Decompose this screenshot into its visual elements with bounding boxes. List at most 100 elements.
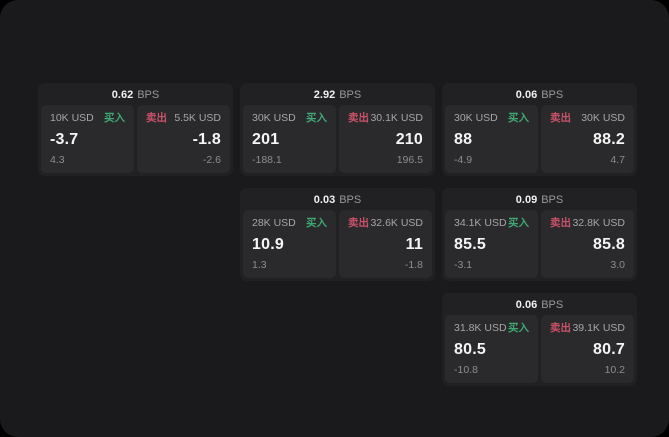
- buy-delta: -10.8: [454, 364, 478, 376]
- buy-amount: 30K USD: [454, 112, 498, 124]
- card-header: 0.03 BPS: [243, 191, 432, 210]
- buy-tile[interactable]: 28K USD 买入 10.9 1.3: [243, 210, 336, 278]
- buy-tile-top-row: 34.1K USD 买入: [454, 217, 529, 230]
- sell-price: 80.7: [593, 341, 625, 358]
- card-header: 2.92 BPS: [243, 86, 432, 105]
- buy-delta: 4.3: [50, 154, 65, 166]
- buy-side-label: 买入: [508, 112, 529, 124]
- sell-tile-top-row: 卖出 30K USD: [550, 112, 625, 125]
- spread-value: 0.06: [515, 89, 538, 101]
- sell-price: 88.2: [593, 131, 625, 148]
- card-header: 0.06 BPS: [445, 86, 634, 105]
- buy-delta: -3.1: [454, 259, 473, 271]
- buy-delta: 1.3: [252, 259, 267, 271]
- buy-amount: 10K USD: [50, 112, 94, 124]
- buy-price: 201: [252, 131, 280, 148]
- sell-tile[interactable]: 卖出 30K USD 88.2 4.7: [541, 105, 634, 173]
- price-card: 0.06 BPS 30K USD 买入 88 -4.9 卖出 30K USD: [442, 83, 637, 176]
- buy-tile[interactable]: 31.8K USD 买入 80.5 -10.8: [445, 315, 538, 383]
- sell-delta: 3.0: [610, 259, 625, 271]
- spread-value: 2.92: [313, 89, 336, 101]
- panels: 30K USD 买入 88 -4.9 卖出 30K USD 88.2 4.7: [445, 105, 634, 173]
- buy-price: 10.9: [252, 236, 284, 253]
- sell-price: -1.8: [192, 131, 221, 148]
- sell-tile-top-row: 卖出 39.1K USD: [550, 322, 625, 335]
- spread-unit: BPS: [541, 299, 564, 311]
- buy-price: 88: [454, 131, 473, 148]
- buy-delta: -4.9: [454, 154, 473, 166]
- sell-tile[interactable]: 卖出 32.6K USD 11 -1.8: [339, 210, 432, 278]
- sell-amount: 30.1K USD: [370, 112, 423, 124]
- sell-tile-top-row: 卖出 30.1K USD: [348, 112, 423, 125]
- sell-amount: 39.1K USD: [572, 322, 625, 334]
- buy-tile[interactable]: 30K USD 买入 88 -4.9: [445, 105, 538, 173]
- buy-amount: 28K USD: [252, 217, 296, 229]
- sell-delta: 4.7: [610, 154, 625, 166]
- spread-value: 0.03: [313, 194, 336, 206]
- panels: 31.8K USD 买入 80.5 -10.8 卖出 39.1K USD 80.…: [445, 315, 634, 383]
- buy-tile-top-row: 10K USD 买入: [50, 112, 125, 125]
- panels: 34.1K USD 买入 85.5 -3.1 卖出 32.8K USD 85.8…: [445, 210, 634, 278]
- sell-tile[interactable]: 卖出 32.8K USD 85.8 3.0: [541, 210, 634, 278]
- sell-side-label: 卖出: [348, 112, 369, 124]
- spread-unit: BPS: [541, 89, 564, 101]
- buy-tile[interactable]: 30K USD 买入 201 -188.1: [243, 105, 336, 173]
- card-header: 0.62 BPS: [41, 86, 230, 105]
- panels: 30K USD 买入 201 -188.1 卖出 30.1K USD 210 1…: [243, 105, 432, 173]
- sell-delta: 196.5: [396, 154, 423, 166]
- buy-tile[interactable]: 34.1K USD 买入 85.5 -3.1: [445, 210, 538, 278]
- card-header: 0.06 BPS: [445, 296, 634, 315]
- buy-amount: 31.8K USD: [454, 322, 507, 334]
- spread-unit: BPS: [339, 194, 362, 206]
- panels: 10K USD 买入 -3.7 4.3 卖出 5.5K USD -1.8 -2.…: [41, 105, 230, 173]
- sell-delta: -1.8: [404, 259, 423, 271]
- price-card: 2.92 BPS 30K USD 买入 201 -188.1 卖出 30.1K …: [240, 83, 435, 176]
- sell-amount: 32.8K USD: [572, 217, 625, 229]
- buy-price: 80.5: [454, 341, 486, 358]
- spread-unit: BPS: [541, 194, 564, 206]
- buy-side-label: 买入: [508, 217, 529, 229]
- spread-unit: BPS: [137, 89, 160, 101]
- sell-side-label: 卖出: [550, 322, 571, 334]
- sell-side-label: 卖出: [550, 112, 571, 124]
- sell-price: 210: [395, 131, 423, 148]
- sell-tile[interactable]: 卖出 5.5K USD -1.8 -2.6: [137, 105, 230, 173]
- spread-value: 0.62: [111, 89, 134, 101]
- sell-tile[interactable]: 卖出 30.1K USD 210 196.5: [339, 105, 432, 173]
- sell-side-label: 卖出: [348, 217, 369, 229]
- sell-tile[interactable]: 卖出 39.1K USD 80.7 10.2: [541, 315, 634, 383]
- sell-price: 11: [405, 236, 423, 253]
- sell-amount: 32.6K USD: [370, 217, 423, 229]
- price-card: 0.06 BPS 31.8K USD 买入 80.5 -10.8 卖出 39.1…: [442, 293, 637, 386]
- spread-value: 0.09: [515, 194, 538, 206]
- buy-tile-top-row: 28K USD 买入: [252, 217, 327, 230]
- buy-side-label: 买入: [306, 217, 327, 229]
- sell-delta: -2.6: [202, 154, 221, 166]
- spread-value: 0.06: [515, 299, 538, 311]
- sell-delta: 10.2: [604, 364, 625, 376]
- buy-side-label: 买入: [104, 112, 125, 124]
- sell-amount: 5.5K USD: [174, 112, 221, 124]
- spread-unit: BPS: [339, 89, 362, 101]
- buy-amount: 30K USD: [252, 112, 296, 124]
- buy-price: -3.7: [50, 131, 79, 148]
- pricing-grid: 0.62 BPS 10K USD 买入 -3.7 4.3 卖出 5.5K USD: [38, 83, 637, 386]
- price-card: 0.03 BPS 28K USD 买入 10.9 1.3 卖出 32.6K US…: [240, 188, 435, 281]
- sell-amount: 30K USD: [581, 112, 625, 124]
- buy-tile-top-row: 31.8K USD 买入: [454, 322, 529, 335]
- sell-tile-top-row: 卖出 5.5K USD: [146, 112, 221, 125]
- sell-side-label: 卖出: [146, 112, 167, 124]
- sell-price: 85.8: [593, 236, 625, 253]
- price-card: 0.62 BPS 10K USD 买入 -3.7 4.3 卖出 5.5K USD: [38, 83, 233, 176]
- card-header: 0.09 BPS: [445, 191, 634, 210]
- buy-tile-top-row: 30K USD 买入: [252, 112, 327, 125]
- buy-tile[interactable]: 10K USD 买入 -3.7 4.3: [41, 105, 134, 173]
- panels: 28K USD 买入 10.9 1.3 卖出 32.6K USD 11 -1.8: [243, 210, 432, 278]
- buy-side-label: 买入: [508, 322, 529, 334]
- buy-price: 85.5: [454, 236, 486, 253]
- price-card: 0.09 BPS 34.1K USD 买入 85.5 -3.1 卖出 32.8K…: [442, 188, 637, 281]
- sell-tile-top-row: 卖出 32.6K USD: [348, 217, 423, 230]
- buy-tile-top-row: 30K USD 买入: [454, 112, 529, 125]
- buy-delta: -188.1: [252, 154, 282, 166]
